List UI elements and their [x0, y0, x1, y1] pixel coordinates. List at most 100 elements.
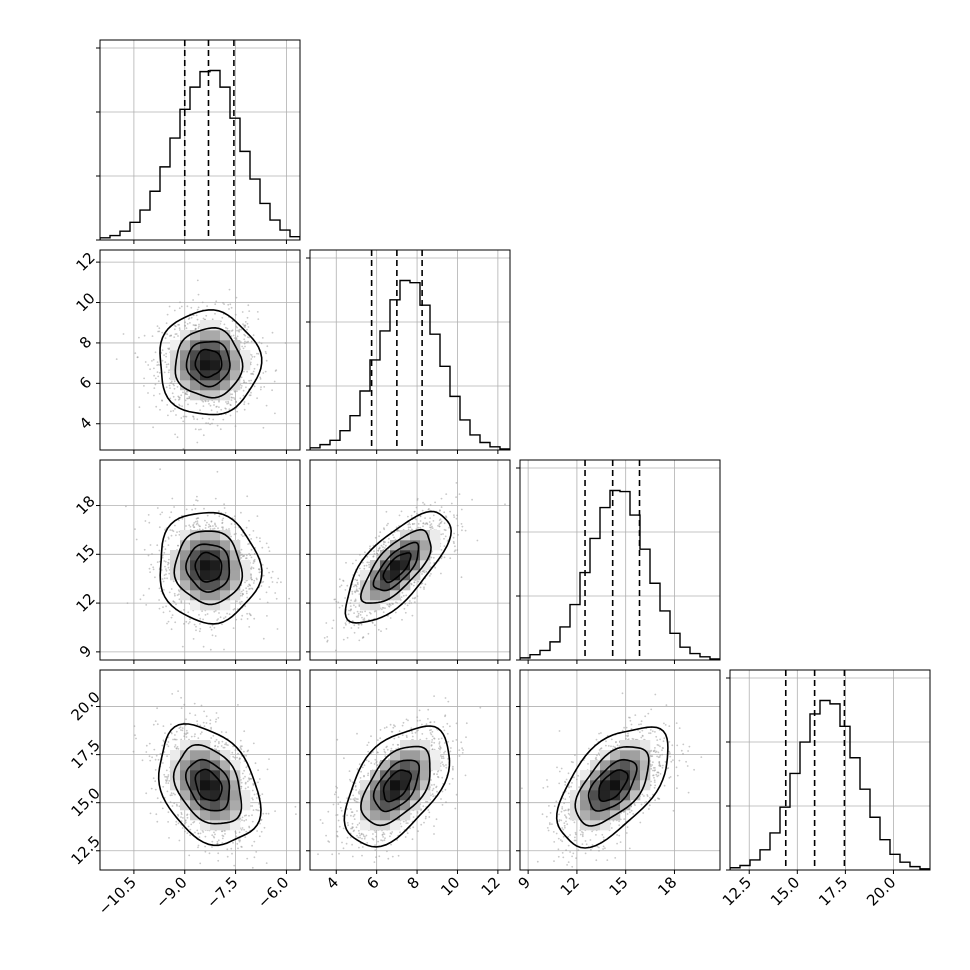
- density-cell: [220, 600, 231, 611]
- histogram-panel-0: [96, 39, 301, 244]
- scatter-point: [250, 391, 252, 394]
- scatter-point: [160, 569, 163, 571]
- scatter-point: [240, 781, 243, 784]
- scatter-point: [356, 581, 359, 584]
- scatter-point: [220, 745, 223, 747]
- scatter-point: [184, 321, 187, 324]
- scatter-point: [171, 614, 174, 616]
- scatter-point: [374, 536, 377, 539]
- scatter-point: [171, 794, 173, 796]
- scatter-point: [246, 370, 249, 373]
- panel-content: [310, 250, 510, 450]
- scatter-point: [234, 425, 237, 428]
- scatter-point: [369, 547, 371, 550]
- density-cell: [400, 570, 411, 581]
- scatter-point: [348, 622, 351, 624]
- scatter-point: [186, 397, 188, 400]
- scatter-point: [245, 526, 248, 529]
- scatter-point: [240, 376, 243, 379]
- scatter-point: [382, 540, 385, 543]
- panel-frame: [519, 459, 721, 661]
- scatter-point: [169, 529, 172, 531]
- density-cell: [190, 330, 201, 341]
- density-cell: [240, 350, 251, 361]
- scatter-point: [452, 540, 455, 543]
- scatter-point: [151, 553, 153, 555]
- scatter-point: [168, 516, 171, 519]
- density-cell: [220, 330, 231, 341]
- scatter-point: [176, 436, 179, 439]
- scatter-point: [359, 614, 362, 616]
- scatter-point: [213, 401, 216, 404]
- scatter-point: [461, 525, 464, 528]
- scatter-point: [464, 529, 467, 532]
- scatter-point: [222, 526, 224, 529]
- scatter-point: [412, 584, 415, 587]
- scatter-point: [148, 755, 151, 758]
- scatter-point: [144, 520, 147, 522]
- scatter-point: [246, 316, 249, 319]
- scatter-point: [344, 589, 347, 591]
- scatter-point: [252, 784, 255, 786]
- scatter-point: [347, 613, 350, 616]
- density-cell: [390, 540, 401, 551]
- scatter-point: [453, 542, 455, 545]
- scatter-point: [211, 634, 214, 637]
- scatter-point: [224, 616, 227, 618]
- density-cell: [200, 350, 211, 361]
- scatter-point: [185, 327, 188, 330]
- scatter-point: [228, 308, 230, 310]
- scatter-point: [361, 611, 364, 613]
- density-cell: [400, 560, 411, 571]
- scatter-point: [201, 610, 204, 612]
- scatter-point: [228, 528, 230, 530]
- contour-line: [174, 326, 244, 399]
- scatter-point: [165, 352, 168, 355]
- scatter-point: [265, 404, 268, 407]
- scatter-point: [429, 504, 432, 506]
- scatter-point: [178, 598, 181, 601]
- scatter-point: [225, 731, 228, 734]
- scatter-point: [453, 550, 456, 553]
- scatter-point: [214, 745, 216, 748]
- scatter-point: [156, 364, 159, 366]
- scatter-point: [164, 528, 167, 531]
- scatter-point: [152, 358, 155, 361]
- scatter-point: [168, 347, 171, 350]
- scatter-point: [413, 510, 416, 513]
- scatter-point: [364, 551, 366, 554]
- scatter-point: [456, 549, 459, 551]
- scatter-point: [264, 370, 267, 373]
- scatter-point: [167, 775, 170, 778]
- scatter-point: [331, 627, 334, 630]
- scatter-point: [163, 773, 166, 776]
- scatter-point: [147, 364, 150, 366]
- scatter-point: [350, 608, 352, 611]
- scatter-point: [201, 301, 204, 304]
- scatter-point: [284, 342, 287, 344]
- scatter-point: [182, 415, 185, 418]
- scatter-point: [442, 533, 444, 535]
- scatter-point: [358, 639, 361, 642]
- scatter-point: [378, 535, 380, 538]
- density-cell: [210, 340, 221, 351]
- scatter-point: [192, 314, 195, 317]
- density-cell: [370, 580, 381, 591]
- scatter-point: [267, 546, 270, 549]
- scatter-point: [271, 331, 274, 334]
- scatter-point: [216, 840, 219, 843]
- scatter-point: [250, 354, 253, 356]
- scatter-point: [227, 400, 230, 403]
- scatter-point: [256, 397, 258, 400]
- scatter-point: [260, 585, 263, 587]
- scatter-point: [221, 316, 224, 319]
- scatter-point: [154, 576, 156, 579]
- scatter-point: [242, 379, 245, 382]
- scatter-point: [193, 526, 195, 529]
- scatter-point: [260, 342, 263, 345]
- scatter-point: [326, 636, 329, 638]
- scatter-point: [165, 573, 167, 576]
- scatter-point: [456, 524, 459, 527]
- scatter-point: [245, 766, 248, 769]
- scatter-point: [448, 526, 450, 529]
